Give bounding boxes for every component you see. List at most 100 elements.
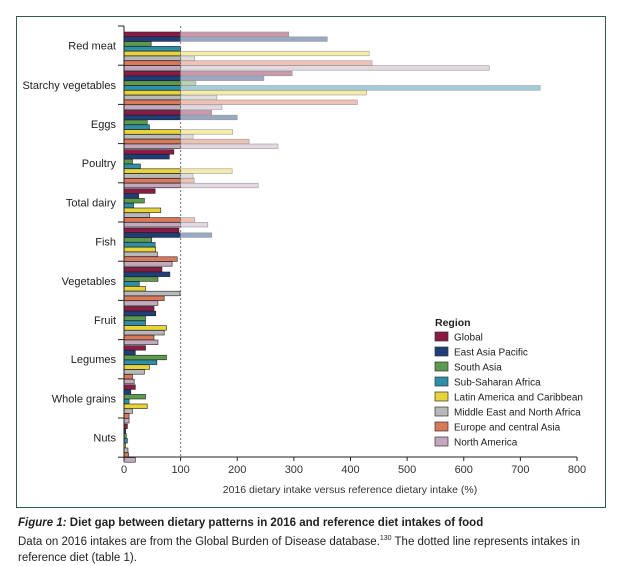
x-tick-label: 400 [341,464,359,476]
bar-segment-within-reference [123,256,178,262]
bar-segment-within-reference [123,295,165,301]
bar-starchy-vegetables-europe-and-central-asia [123,99,358,105]
bar-segment-within-reference [123,403,148,409]
category-label-fruit: Fruit [94,315,116,327]
bar-segment-within-reference [123,237,153,243]
bar-poultry-north-america [123,182,259,189]
category-label-poultry: Poultry [82,158,117,170]
x-axis: 0 100 200 300 400 500 600 700 800 [121,456,586,476]
bar-segment-within-reference [123,369,145,375]
bar-segment-within-reference [123,339,159,345]
bar-whole-grains-middle-east-and-north-africa [123,408,133,414]
legend-label: South Asia [454,363,502,374]
bar-segment-within-reference [123,418,130,424]
bar-legumes-north-america [123,378,135,385]
y-axis: Red meat Starchy vegetables Eggs Poultry Tot… [22,25,125,458]
bar-fish-global [123,227,180,233]
bar-vegetables-global [123,266,163,273]
category-label-nuts: Nuts [93,433,116,445]
bar-red-meat-global [123,31,290,37]
bar-segment-within-reference [123,99,181,105]
bar-segment-within-reference [123,212,150,218]
bar-whole-grains-sub-saharan-africa [123,398,130,405]
caption-body-text-2: The dotted line represents intakes in re… [18,535,580,564]
bar-vegetables-sub-saharan-africa [123,281,140,287]
bar-segment-within-reference [123,261,173,267]
bar-eggs-north-america [123,143,279,149]
legend-label: Europe and central Asia [454,423,561,434]
bar-starchy-vegetables-north-america [123,104,223,110]
bar-nuts-middle-east-and-north-africa [123,447,129,453]
legend-label: East Asia Pacific [454,348,528,359]
bar-fish-europe-and-central-asia [123,256,178,262]
bar-segment-within-reference [123,31,181,37]
bar-segment-within-reference [123,374,133,380]
bar-fruit-south-asia [123,315,146,321]
bar-segment-within-reference [123,138,181,145]
bar-segment-within-reference [123,227,180,233]
legend-swatch [434,436,449,447]
bar-segment-within-reference [123,182,181,189]
bar-segment-within-reference [123,207,162,213]
bar-whole-grains-east-asia-pacific [123,389,132,395]
bar-segment-within-reference [123,158,133,165]
legend-label: Latin America and Caribbean [454,393,583,404]
bar-segment-above-reference [180,182,259,189]
bar-eggs-europe-and-central-asia [123,138,250,145]
category-label-vegetables: Vegetables [62,276,117,288]
bar-segment-within-reference [123,114,181,121]
bar-fish-middle-east-and-north-africa [123,251,158,257]
reference-number: 130 [379,535,392,542]
bar-total-dairy-middle-east-and-north-africa [123,212,150,218]
bar-fruit-middle-east-and-north-africa [123,330,165,336]
bar-segment-within-reference [123,149,175,155]
bar-fish-latin-america-and-caribbean [123,246,157,253]
bar-segment-above-reference [180,85,541,91]
bar-eggs-south-asia [123,119,148,125]
legend-item-global: Global [434,331,483,344]
bar-fruit-global [123,306,155,312]
bar-total-dairy-sub-saharan-africa [123,202,134,209]
legend-item-south-asia: South Asia [434,361,502,374]
bar-segment-above-reference [180,173,194,179]
bar-starchy-vegetables-east-asia-pacific [123,75,265,81]
figure-frame [16,16,606,508]
category-label-total-dairy: Total dairy [66,197,117,209]
bar-segment-within-reference [123,251,158,257]
bar-segment-within-reference [123,217,181,223]
bar-segment-within-reference [123,90,181,96]
bar-poultry-latin-america-and-caribbean [123,168,233,174]
bar-segment-within-reference [123,330,165,336]
bar-segment-within-reference [123,60,181,66]
bar-poultry-global [123,149,175,155]
legend-item-sub-saharan-africa: Sub-Saharan Africa [434,376,541,389]
bar-segment-above-reference [180,217,196,223]
bar-segment-within-reference [123,80,181,86]
bar-segment-within-reference [123,325,167,331]
bar-fruit-europe-and-central-asia [123,334,155,341]
bar-segment-within-reference [123,46,181,52]
bar-eggs-global [123,110,213,116]
bar-vegetables-latin-america-and-caribbean [123,286,146,292]
bar-nuts-global [123,423,128,429]
bar-segment-above-reference [180,114,238,121]
bar-segment-within-reference [123,163,141,169]
bar-segment-within-reference [123,281,140,287]
bar-fruit-sub-saharan-africa [123,320,146,326]
bar-segment-within-reference [123,378,135,385]
bar-starchy-vegetables-global [123,70,293,77]
bar-segment-above-reference [180,143,279,149]
bar-red-meat-north-america [123,65,490,71]
bar-segment-within-reference [123,447,129,453]
bar-eggs-latin-america-and-caribbean [123,129,234,135]
bar-segment-above-reference [180,104,223,110]
category-label-starchy-vegetables: Starchy vegetables [22,80,116,92]
legend-label: Sub-Saharan Africa [454,378,541,389]
bar-segment-within-reference [123,70,181,77]
bar-segment-within-reference [123,306,155,312]
bar-segment-within-reference [123,110,181,116]
bar-segment-within-reference [123,266,163,273]
bar-segment-above-reference [180,36,328,42]
bar-fruit-east-asia-pacific [123,310,157,317]
bar-segment-within-reference [123,242,156,248]
